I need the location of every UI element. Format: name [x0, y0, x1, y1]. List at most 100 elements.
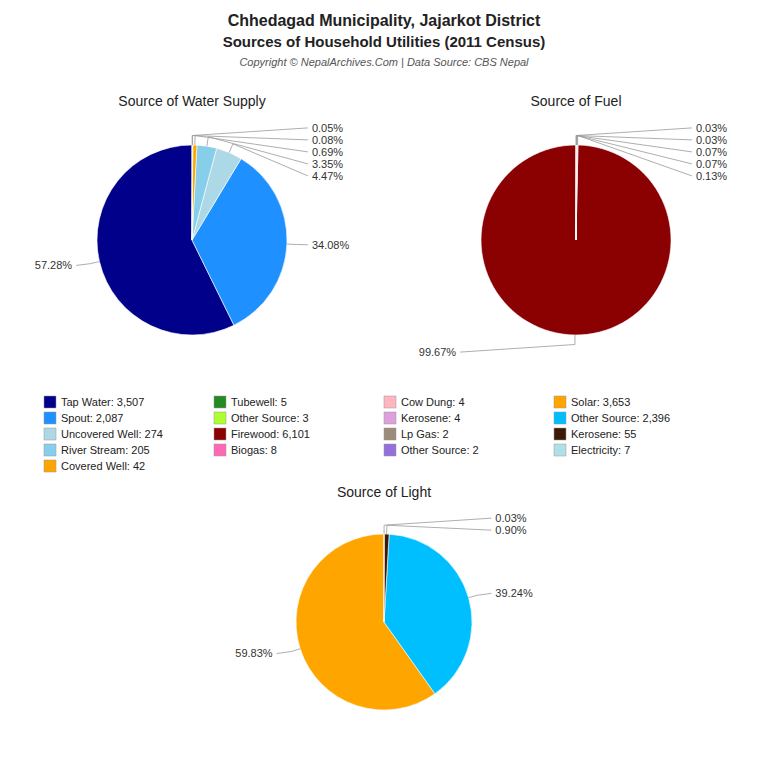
- legend-swatch: [214, 444, 226, 456]
- legend-label: Other Source: 3: [231, 412, 309, 424]
- leader-line: [576, 136, 692, 145]
- pie-title: Source of Water Supply: [118, 93, 265, 109]
- data-label: 0.05%: [312, 122, 343, 134]
- leader-line: [384, 518, 491, 534]
- leader-line: [577, 136, 692, 164]
- slices: [97, 145, 287, 335]
- pie: 99.67%0.13%0.07%0.07%0.03%0.03%: [419, 122, 728, 358]
- pie-slice: [384, 534, 385, 622]
- legend-item: Solar: 3,653: [554, 396, 630, 408]
- legend-swatch: [214, 412, 226, 424]
- legend-swatch: [554, 444, 566, 456]
- leader-line: [192, 128, 308, 145]
- legend-label: Lp Gas: 2: [401, 428, 449, 440]
- legend-label: Spout: 2,087: [61, 412, 123, 424]
- subtitle: Sources of Household Utilities (2011 Cen…: [223, 33, 546, 50]
- legend-label: Covered Well: 42: [61, 460, 145, 472]
- pie-slice: [576, 145, 577, 240]
- legend-swatch: [214, 428, 226, 440]
- legend-label: Cow Dung: 4: [401, 396, 465, 408]
- data-label: 0.07%: [696, 146, 727, 158]
- leader-line: [576, 128, 692, 145]
- legend-item: Cow Dung: 4: [384, 396, 465, 408]
- data-labels: 57.28%34.08%4.47%3.35%0.69%0.08%0.05%: [35, 122, 350, 272]
- data-label: 4.47%: [312, 170, 343, 182]
- legend-label: Electricity: 7: [571, 444, 630, 456]
- data-label: 0.03%: [696, 134, 727, 146]
- pie-slice: [192, 145, 193, 240]
- leader-line: [387, 525, 492, 534]
- legend-item: Lp Gas: 2: [384, 428, 449, 440]
- legend-item: Tubewell: 5: [214, 396, 287, 408]
- data-label: 57.28%: [35, 259, 73, 271]
- legend-swatch: [384, 412, 396, 424]
- legend-item: River Stream: 205: [44, 444, 150, 456]
- data-labels: 99.67%0.13%0.07%0.07%0.03%0.03%: [419, 122, 728, 358]
- legend-item: Spout: 2,087: [44, 412, 123, 424]
- legend-item: Other Source: 2,396: [554, 412, 670, 424]
- legend-swatch: [384, 428, 396, 440]
- legend-item: Other Source: 2: [384, 444, 479, 456]
- legend-swatch: [44, 412, 56, 424]
- data-label: 0.90%: [495, 524, 526, 536]
- leader-line: [460, 335, 575, 352]
- legend-swatch: [44, 444, 56, 456]
- legend-swatch: [384, 396, 396, 408]
- title: Chhedagad Municipality, Jajarkot Distric…: [228, 12, 541, 29]
- pie-slice: [576, 145, 577, 240]
- pie-slice: [576, 145, 578, 240]
- pie-slice: [384, 534, 472, 694]
- annotation: Copyright © NepalArchives.Com | Data Sou…: [239, 56, 529, 68]
- legend-item: Uncovered Well: 274: [44, 428, 163, 440]
- data-label: 99.67%: [419, 346, 457, 358]
- leader-line: [577, 136, 692, 152]
- pie-slice: [384, 534, 389, 622]
- leader-line: [193, 136, 308, 145]
- data-label: 59.83%: [235, 647, 273, 659]
- pie-slice: [192, 145, 197, 240]
- data-label: 0.69%: [312, 146, 343, 158]
- pie-slice: [576, 145, 577, 240]
- chart-canvas: Chhedagad Municipality, Jajarkot Distric…: [0, 0, 768, 768]
- legend-label: River Stream: 205: [61, 444, 150, 456]
- legend-label: Firewood: 6,101: [231, 428, 310, 440]
- pie-title: Source of Light: [337, 484, 431, 500]
- legend-label: Other Source: 2,396: [571, 412, 670, 424]
- legend: Tap Water: 3,507 Spout: 2,087 Uncovered We…: [44, 396, 670, 472]
- legend-swatch: [44, 460, 56, 472]
- leader-line: [207, 137, 308, 164]
- legend-swatch: [44, 396, 56, 408]
- legend-swatch: [554, 412, 566, 424]
- legend-swatch: [384, 444, 396, 456]
- legend-swatch: [44, 428, 56, 440]
- legend-swatch: [214, 396, 226, 408]
- pie-slice: [192, 145, 217, 240]
- pie-slice: [481, 145, 671, 335]
- data-label: 0.13%: [696, 170, 727, 182]
- legend-label: Tap Water: 3,507: [61, 396, 144, 408]
- data-label: 0.07%: [696, 158, 727, 170]
- legend-label: Kerosene: 4: [401, 412, 460, 424]
- legend-item: Tap Water: 3,507: [44, 396, 144, 408]
- pie: 59.83%39.24%0.90%0.03%: [235, 512, 533, 710]
- legend-label: Tubewell: 5: [231, 396, 287, 408]
- pie-slice: [576, 145, 578, 240]
- leader-line: [469, 593, 492, 597]
- legend-item: Other Source: 3: [214, 412, 309, 424]
- slices: [481, 145, 671, 335]
- legend-label: Solar: 3,653: [571, 396, 630, 408]
- pie: 57.28%34.08%4.47%3.35%0.69%0.08%0.05%: [35, 122, 350, 335]
- legend-label: Biogas: 8: [231, 444, 277, 456]
- pie-slice: [192, 145, 194, 240]
- leader-line: [578, 136, 692, 176]
- legend-item: Kerosene: 4: [384, 412, 460, 424]
- data-label: 39.24%: [495, 587, 533, 599]
- legend-item: Covered Well: 42: [44, 460, 145, 472]
- legend-label: Uncovered Well: 274: [61, 428, 163, 440]
- leader-line: [76, 262, 99, 266]
- legend-swatch: [554, 396, 566, 408]
- legend-label: Kerosene: 55: [571, 428, 636, 440]
- legend-item: Biogas: 8: [214, 444, 277, 456]
- data-labels: 59.83%39.24%0.90%0.03%: [235, 512, 533, 659]
- legend-item: Electricity: 7: [554, 444, 630, 456]
